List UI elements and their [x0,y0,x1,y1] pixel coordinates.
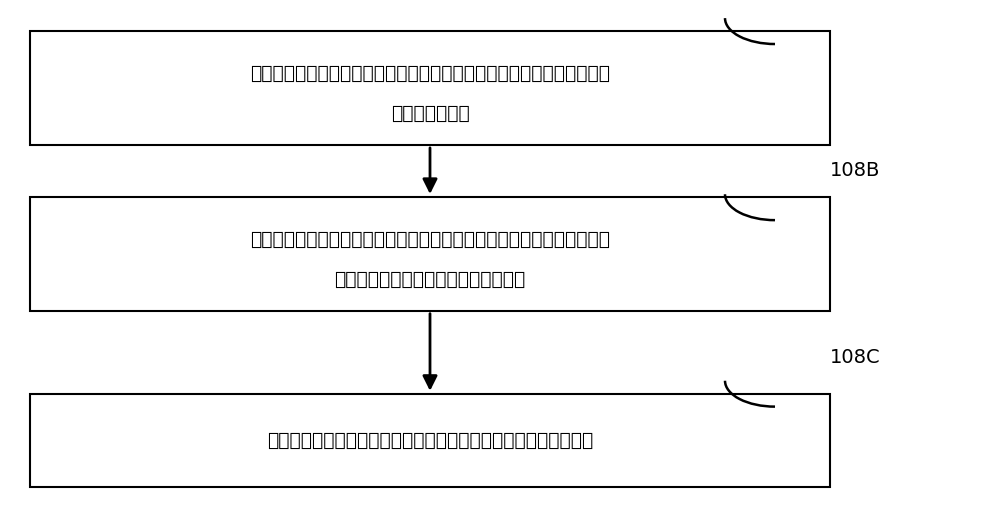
Text: 度时，读取目标车辆对应的第二里程数: 度时，读取目标车辆对应的第二里程数 [334,270,526,289]
Text: 根据第一里程数、行驶角度和第二里程数确定目标车辆的停靠层数: 根据第一里程数、行驶角度和第二里程数确定目标车辆的停靠层数 [267,431,593,450]
Text: 108C: 108C [830,348,881,367]
FancyBboxPatch shape [30,31,830,145]
Text: 108A: 108A [830,0,880,4]
Text: 当检测到目标车辆的行驶角度的绝对值大于预设角度时，读取目标车辆对: 当检测到目标车辆的行驶角度的绝对值大于预设角度时，读取目标车辆对 [250,64,610,83]
Text: 当检测到目标车辆的行驶角度的绝对值从大于预设角度变化到小于预设角: 当检测到目标车辆的行驶角度的绝对值从大于预设角度变化到小于预设角 [250,230,610,249]
Text: 应的第一里程数: 应的第一里程数 [391,104,469,123]
Text: 108B: 108B [830,162,880,180]
FancyBboxPatch shape [30,197,830,311]
FancyBboxPatch shape [30,394,830,487]
